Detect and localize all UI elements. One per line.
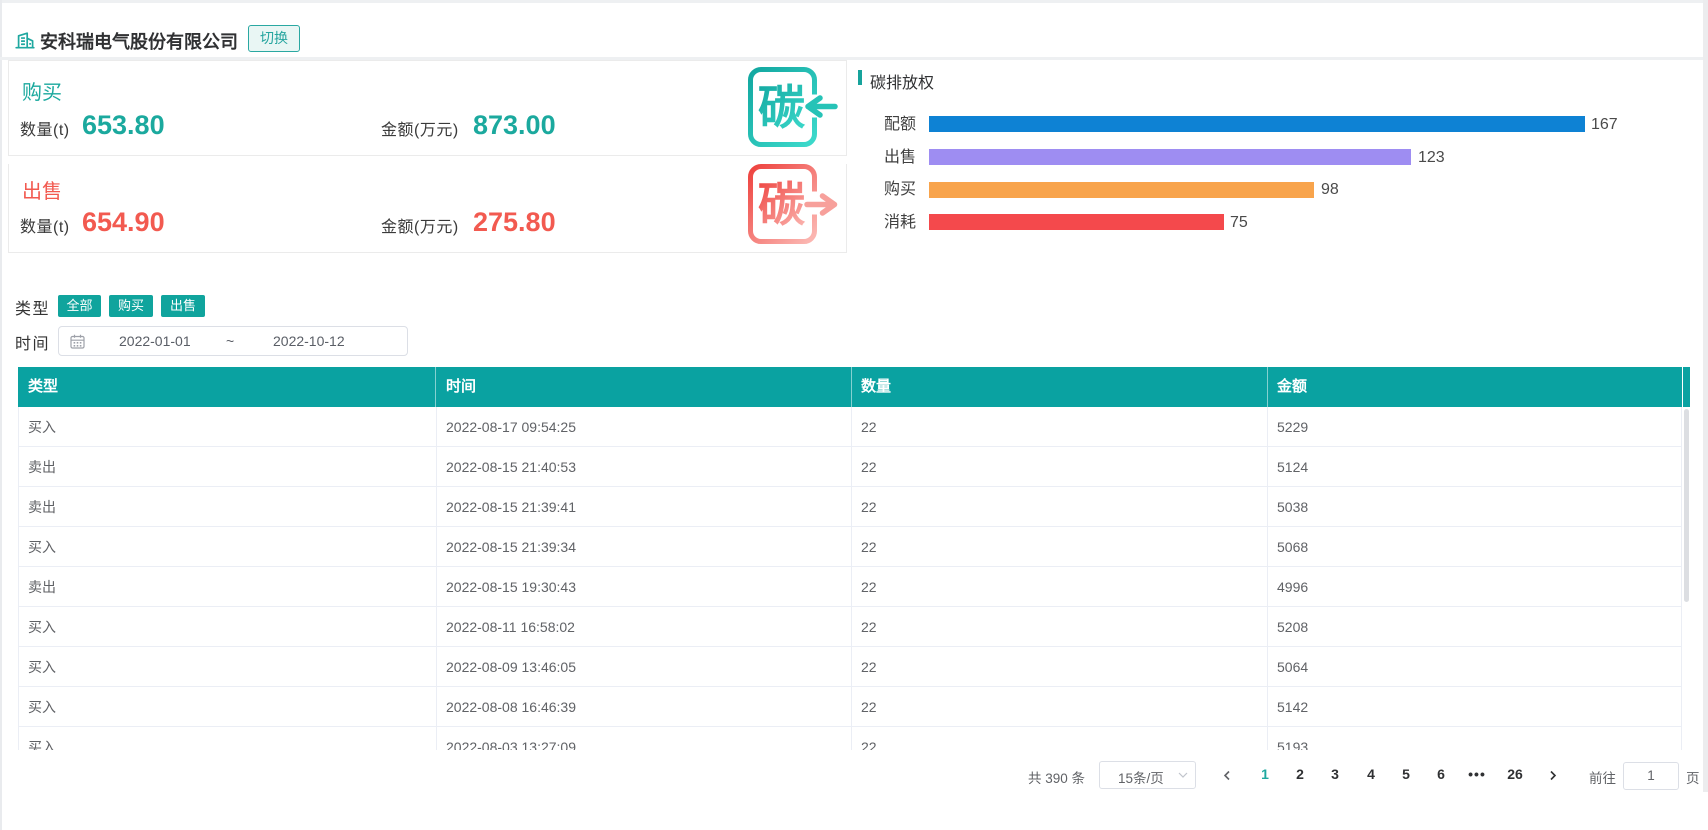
svg-text:碳: 碳 — [758, 178, 806, 231]
svg-text:碳: 碳 — [758, 81, 806, 134]
